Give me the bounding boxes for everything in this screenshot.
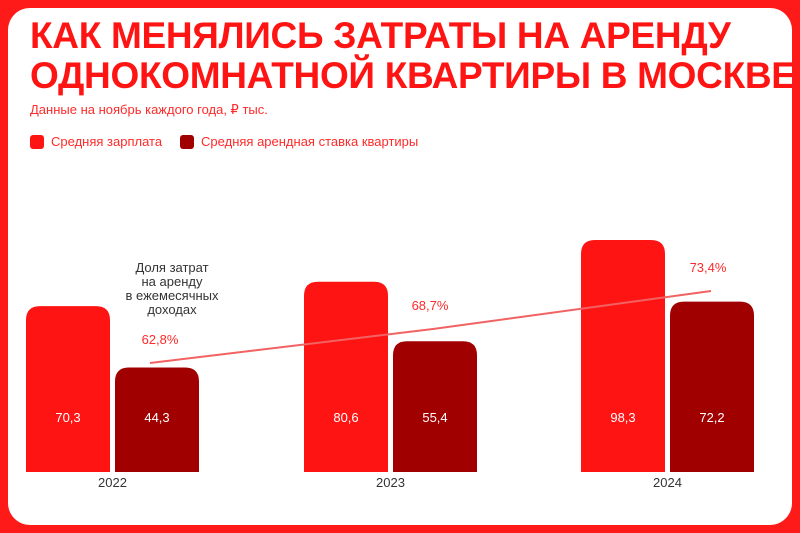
page-title: КАК МЕНЯЛИСЬ ЗАТРАТЫ НА АРЕНДУ ОДНОКОМНА…	[30, 16, 792, 96]
value-label-rent-2024: 72,2	[699, 410, 724, 425]
share-annotation-line-4: доходах	[147, 302, 197, 317]
share-label-2024: 73,4%	[690, 260, 727, 275]
bar-rent-2023	[393, 341, 477, 472]
bar-chart: 70,3 44,3 2022 80,6 55,4 2023 98,3 72,2 2024 62,8…	[26, 240, 754, 490]
chart-legend: Средняя зарплата Средняя арендная ставка…	[30, 134, 436, 149]
value-label-rent-2022: 44,3	[144, 410, 169, 425]
legend-swatch-salary	[30, 134, 44, 149]
share-annotation-line-3: в ежемесячных	[125, 288, 219, 303]
legend-item-salary: Средняя зарплата	[30, 134, 162, 149]
legend-label-salary: Средняя зарплата	[51, 134, 163, 149]
x-tick-label-2023: 2023	[376, 475, 405, 490]
value-label-salary-2023: 80,6	[333, 410, 358, 425]
share-label-2022: 62,8%	[142, 332, 179, 347]
value-label-rent-2023: 55,4	[422, 410, 447, 425]
bar-salary-2022	[26, 306, 110, 472]
bar-rent-2022	[115, 367, 199, 472]
legend-label-rent: Средняя арендная ставка квартиры	[201, 134, 419, 149]
bar-rent-2024	[670, 301, 754, 472]
x-tick-label-2022: 2022	[98, 475, 127, 490]
legend-item-rent: Средняя арендная ставка квартиры	[180, 134, 418, 149]
value-label-salary-2024: 98,3	[610, 410, 635, 425]
share-line	[149, 290, 712, 364]
chart-card: КАК МЕНЯЛИСЬ ЗАТРАТЫ НА АРЕНДУ ОДНОКОМНА…	[8, 8, 792, 525]
legend-swatch-rent	[180, 134, 195, 149]
value-label-salary-2022: 70,3	[55, 410, 80, 425]
share-annotation-line-2: на аренду	[142, 274, 203, 289]
bar-salary-2023	[304, 281, 388, 472]
x-tick-label-2024: 2024	[653, 475, 682, 490]
chart-subtitle: Данные на ноябрь каждого года, ₽ тыс.	[30, 102, 268, 117]
share-label-2023: 68,7%	[412, 298, 449, 313]
title-line-1: КАК МЕНЯЛИСЬ ЗАТРАТЫ НА АРЕНДУ	[30, 15, 731, 56]
bar-salary-2024	[581, 240, 665, 472]
title-line-2: ОДНОКОМНАТНОЙ КВАРТИРЫ В МОСКВЕ	[30, 55, 792, 96]
share-annotation-line-1: Доля затрат	[135, 260, 208, 275]
